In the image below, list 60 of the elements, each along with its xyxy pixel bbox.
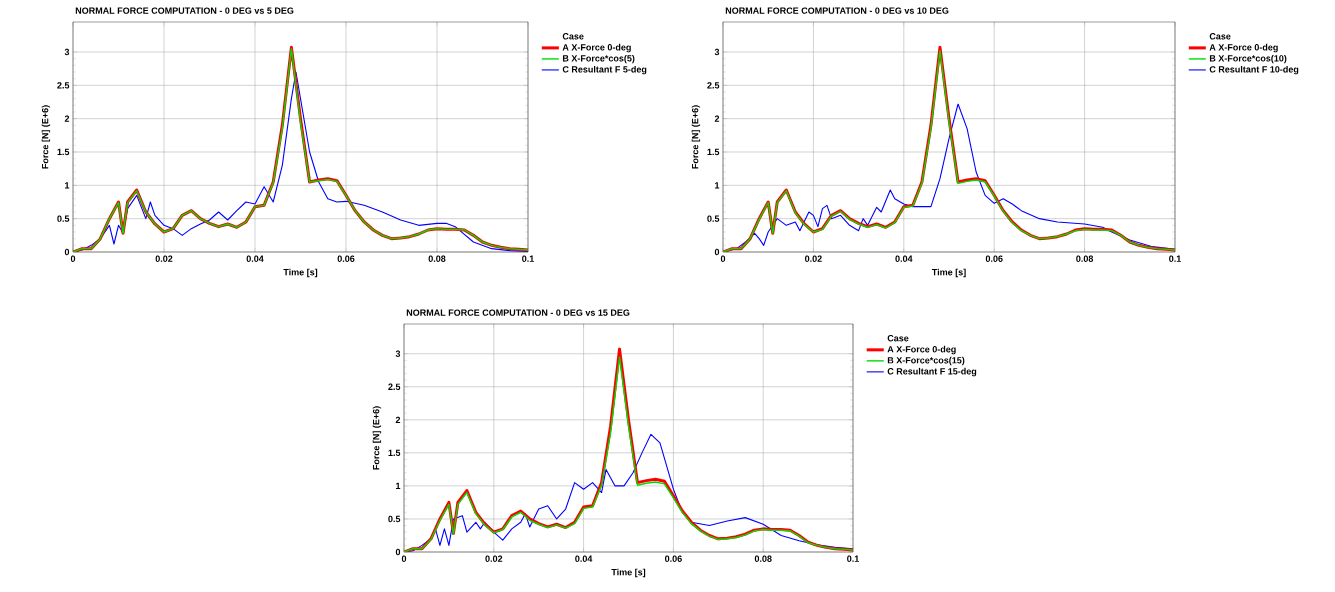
y-tick-label: 3	[395, 350, 401, 357]
legend-label: A X-Force 0-deg	[887, 345, 956, 355]
legend-title: Case	[562, 33, 584, 40]
x-axis-title: Time [s]	[283, 268, 318, 278]
legend-label: C Resultant F 5-deg	[562, 65, 647, 75]
y-tick-label: 1.5	[707, 148, 720, 156]
x-tick-label: 0.1	[1169, 255, 1182, 262]
y-tick-label: 1.5	[388, 449, 401, 457]
x-tick-label: 0.1	[522, 255, 535, 262]
y-axis-title: Force [N] (E+6)	[372, 406, 382, 470]
y-tick-label: 1.5	[57, 148, 70, 156]
x-tick-label: 0.02	[805, 255, 822, 262]
legend-title: Case	[887, 335, 909, 342]
y-tick-label: 1	[65, 182, 70, 189]
y-tick-label: 3	[714, 48, 720, 56]
x-tick-label: 0.06	[665, 555, 682, 562]
y-tick-label: 2.5	[388, 383, 401, 390]
y-axis-title: Force [N] (E+6)	[691, 105, 701, 169]
y-tick-label: 0.5	[388, 515, 401, 523]
x-tick-label: 0.02	[155, 255, 173, 262]
legend-label: A X-Force 0-deg	[562, 43, 631, 53]
x-tick-label: 0.06	[337, 255, 355, 262]
y-tick-label: 3	[64, 48, 70, 56]
chart-title: NORMAL FORCE COMPUTATION - 0 DEG vs 15 DEG	[406, 309, 630, 316]
y-tick-label: 1	[396, 482, 401, 490]
x-tick-label: 0	[70, 255, 76, 262]
legend-label: B X-Force*cos(15)	[887, 356, 965, 366]
x-tick-label: 0	[401, 555, 407, 562]
y-tick-label: 2	[714, 115, 720, 122]
legend-label: C Resultant F 10-deg	[1209, 65, 1299, 75]
legend-label: B X-Force*cos(5)	[562, 54, 635, 64]
legend-title: Case	[1209, 33, 1231, 40]
y-tick-label: 2.5	[707, 82, 720, 89]
x-tick-label: 0.1	[847, 555, 860, 562]
x-tick-label: 0.08	[1076, 255, 1094, 262]
y-tick-label: 2	[395, 416, 401, 423]
x-tick-label: 0	[720, 255, 726, 262]
legend-label: A X-Force 0-deg	[1209, 43, 1278, 53]
y-tick-label: 0	[395, 548, 401, 556]
x-tick-label: 0.06	[985, 255, 1003, 262]
x-tick-label: 0.08	[754, 555, 772, 562]
y-tick-label: 0.5	[57, 215, 70, 222]
y-tick-label: 2	[64, 115, 70, 122]
legend-label: C Resultant F 15-deg	[887, 367, 977, 377]
x-axis-title: Time [s]	[611, 568, 646, 578]
chart-title: NORMAL FORCE COMPUTATION - 0 DEG vs 10 DEG	[725, 7, 949, 14]
y-tick-label: 2.5	[57, 82, 70, 89]
x-tick-label: 0.02	[485, 555, 503, 562]
y-axis-title: Force [N] (E+6)	[41, 105, 51, 169]
y-tick-label: 1	[715, 182, 720, 189]
legend-label: B X-Force*cos(10)	[1209, 54, 1287, 64]
x-tick-label: 0.04	[575, 555, 593, 562]
x-axis-title: Time [s]	[931, 268, 966, 278]
chart-title: NORMAL FORCE COMPUTATION - 0 DEG vs 5 DEG	[75, 7, 294, 14]
x-tick-label: 0.04	[895, 255, 913, 262]
y-tick-label: 0	[714, 248, 720, 256]
y-tick-label: 0.5	[707, 215, 720, 222]
x-tick-label: 0.08	[428, 255, 446, 262]
y-tick-label: 0	[64, 248, 70, 256]
x-tick-label: 0.04	[246, 255, 264, 262]
